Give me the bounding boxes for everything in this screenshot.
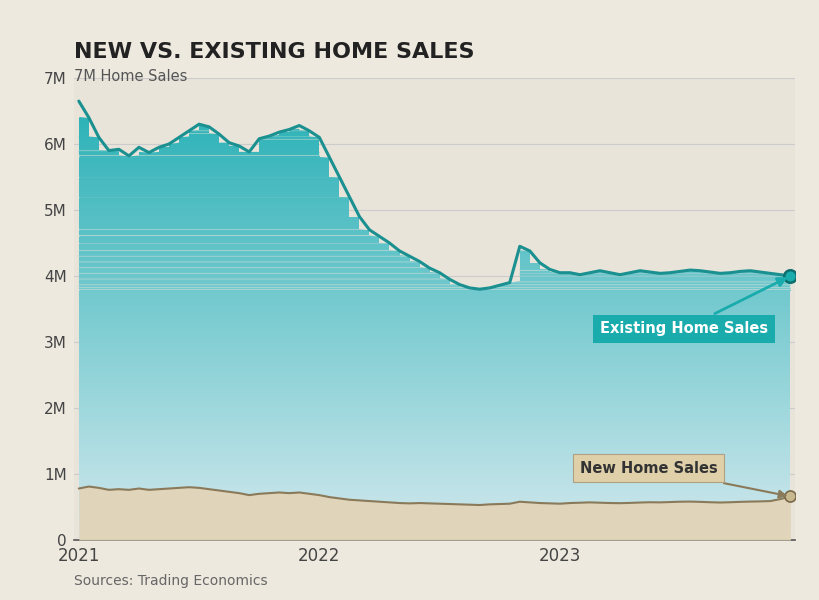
Text: Existing Home Sales: Existing Home Sales xyxy=(600,278,784,337)
Text: Sources: Trading Economics: Sources: Trading Economics xyxy=(74,574,267,588)
Text: New Home Sales: New Home Sales xyxy=(579,461,785,497)
Text: NEW VS. EXISTING HOME SALES: NEW VS. EXISTING HOME SALES xyxy=(74,42,473,62)
Text: 7M Home Sales: 7M Home Sales xyxy=(74,69,187,84)
